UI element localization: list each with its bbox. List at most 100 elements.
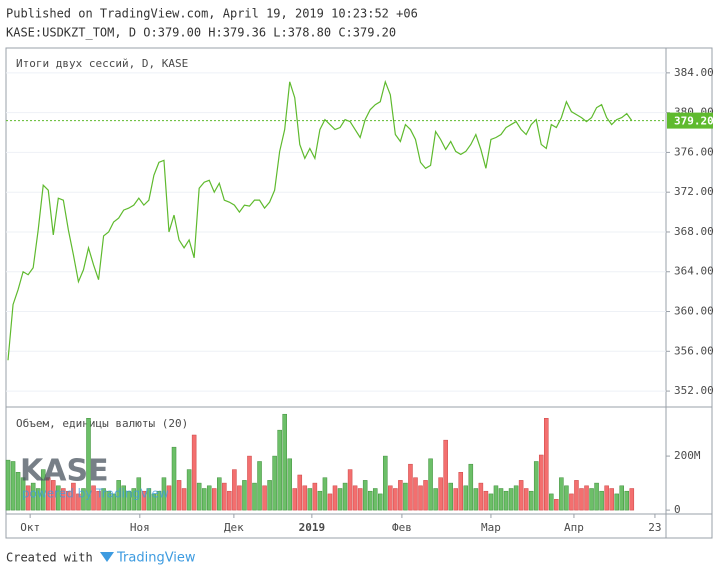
volume-bar [257, 461, 262, 511]
volume-bar [136, 477, 142, 511]
volume-bar [463, 485, 469, 511]
published-line: Published on TradingView.com, April 19, … [6, 7, 418, 21]
volume-bar [106, 490, 111, 511]
volume-bar [161, 477, 167, 511]
y-tick-label: 384.00 [674, 66, 714, 79]
y-tick-label: 0 [674, 503, 681, 516]
volume-bar [201, 488, 207, 511]
volume-bar [71, 482, 76, 511]
volume-bar [15, 472, 21, 511]
volume-bar [352, 485, 358, 511]
volume-bar [287, 458, 292, 511]
y-tick-label: 376.00 [674, 145, 714, 158]
volume-bar [564, 485, 569, 511]
watermark: KASE powered by TradingView [20, 454, 169, 501]
volume-bar [212, 488, 217, 511]
volume-bar [559, 477, 564, 511]
x-tick-label: Фев [392, 521, 412, 534]
x-tick-label: Дек [224, 521, 244, 534]
x-tick-label: 23 [648, 521, 661, 534]
volume-bar [35, 488, 41, 511]
volume-bar [528, 490, 534, 511]
volume-bar [453, 488, 458, 511]
volume-bar [25, 485, 31, 511]
volume-bar [252, 482, 257, 511]
volume-bar [91, 485, 96, 511]
volume-bar [272, 455, 277, 511]
tv-brand: TradingView [116, 551, 196, 566]
volume-bar [206, 485, 212, 511]
volume-bar [609, 488, 614, 511]
volume-bar [156, 490, 162, 511]
symbol-line: KASE:USDKZT_TOM, D O:379.00 H:379.36 L:3… [6, 26, 396, 40]
volume-bar [589, 488, 594, 511]
volume-bar [146, 488, 152, 511]
chart-frame [5, 47, 713, 539]
volume-bar [247, 455, 252, 511]
last-price-label: 379.20 [674, 115, 714, 128]
volume-bar [513, 485, 519, 511]
volume-bar [403, 482, 408, 511]
volume-bar [619, 485, 624, 511]
volume-bar [443, 439, 448, 511]
volume-bar [594, 482, 599, 511]
y-tick-label: 356.00 [674, 344, 714, 357]
y-tick-label: 372.00 [674, 185, 714, 198]
created-with: Created with [6, 551, 93, 565]
volume-bar [292, 488, 298, 511]
volume-bar [508, 488, 514, 511]
volume-bar [66, 490, 71, 511]
volume-bar [267, 480, 272, 511]
volume-bar [30, 482, 36, 511]
volume-bar [604, 485, 609, 511]
volume-bar [438, 477, 443, 511]
volume-bar [56, 485, 61, 511]
volume-bar [362, 480, 368, 511]
y-tick-label: 364.00 [674, 265, 714, 278]
volume-bar [488, 493, 494, 511]
volume-bar [569, 493, 574, 511]
volume-bar [428, 458, 433, 511]
volume-bar [101, 488, 106, 511]
watermark-logo: KASE [20, 454, 109, 489]
volume-bar [337, 488, 343, 511]
volume-bar [191, 434, 197, 511]
volume-bar [131, 488, 137, 511]
volume-bar [121, 485, 126, 511]
volume-bar [483, 490, 489, 511]
volume-bar [10, 461, 16, 511]
volume-bar [398, 480, 403, 511]
volume-bar [262, 485, 267, 511]
volume-bar [624, 490, 630, 511]
volume-bar [81, 488, 86, 511]
volume-bar [599, 490, 604, 511]
volume-bar [217, 477, 222, 511]
volume-bar [393, 488, 398, 511]
volume-bar [372, 488, 378, 511]
volume-bar [222, 482, 227, 511]
volume-bar [322, 477, 328, 511]
volume-bar [533, 461, 539, 511]
volume-bar [181, 488, 187, 511]
volume-bar [468, 463, 474, 511]
volume-bar [5, 459, 11, 511]
volume-bar [342, 482, 348, 511]
volume-bar [544, 418, 549, 511]
x-tick-label: 2019 [299, 521, 326, 534]
x-tick-label: Мар [481, 521, 501, 534]
volume-bar [20, 477, 26, 511]
watermark-powered: powered by TradingView [22, 487, 169, 501]
volume-bar [126, 490, 132, 511]
volume-bar [518, 480, 524, 511]
volume-bar [554, 499, 559, 511]
volume-bar [413, 477, 418, 511]
volume-bar [317, 490, 323, 511]
volume-bar [76, 493, 81, 511]
y-tick-label: 352.00 [674, 384, 714, 397]
volume-bar [242, 480, 247, 511]
volume-bar [196, 482, 202, 511]
volume-bar [51, 480, 56, 511]
volume-bar [383, 455, 388, 511]
volume-bar [227, 490, 232, 511]
